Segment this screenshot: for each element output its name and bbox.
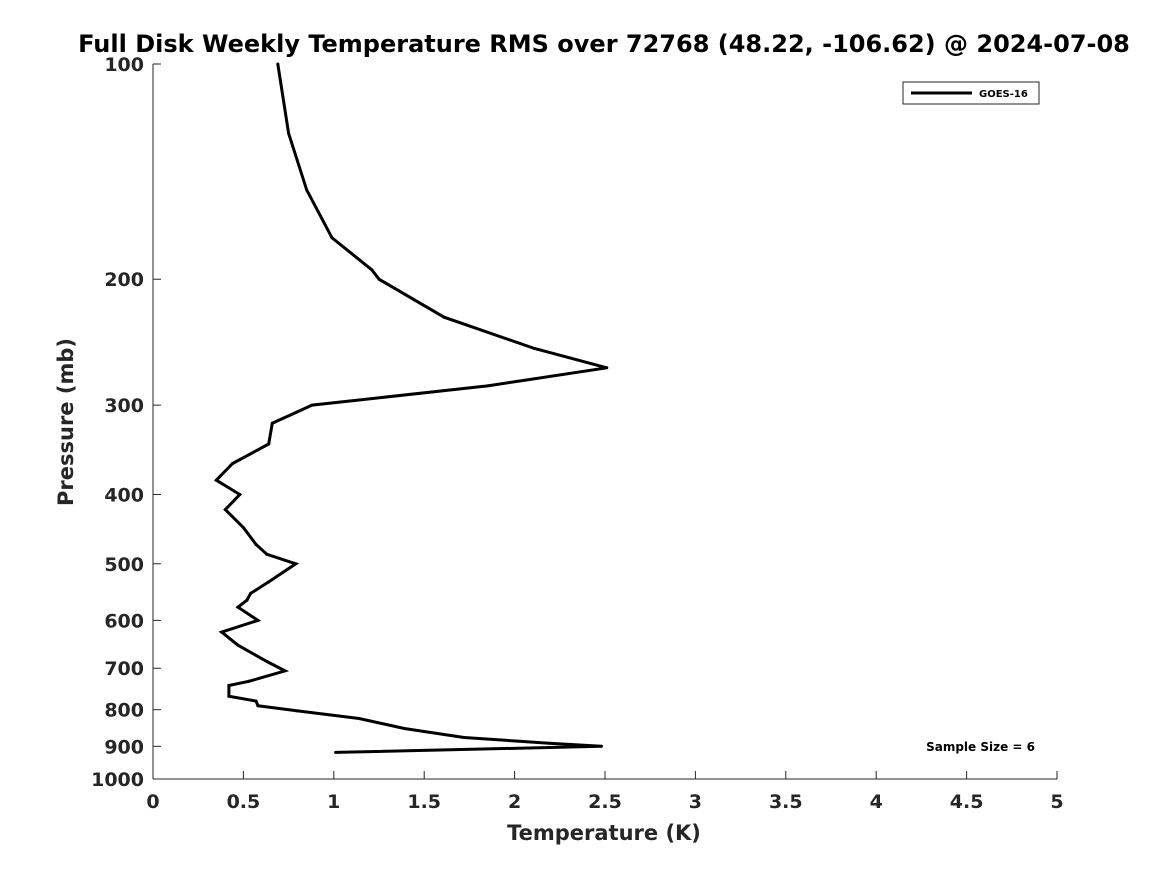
data-point-goes-16-13 <box>231 462 235 465</box>
series-line-goes-16 <box>213 63 608 754</box>
x-tick-label-1-5: 1.5 <box>407 791 441 813</box>
y-tick-label-900: 900 <box>104 736 144 758</box>
y-tick-label-300: 300 <box>104 395 144 417</box>
x-tick-label-1: 1 <box>327 791 340 813</box>
data-point-goes-16-0 <box>276 62 280 66</box>
data-point-goes-16-25 <box>256 618 260 622</box>
data-point-goes-16-4 <box>370 268 374 272</box>
x-tick-label-4-5: 4.5 <box>950 791 984 813</box>
data-point-goes-16-22 <box>249 591 253 595</box>
legend: GOES-16 <box>902 81 1040 105</box>
data-point-goes-16-41 <box>334 750 338 754</box>
data-point-goes-16-5 <box>377 277 381 281</box>
data-point-goes-16-15 <box>238 493 242 496</box>
data-point-goes-16-36 <box>357 717 361 720</box>
data-point-goes-16-9 <box>486 384 489 388</box>
x-tick-label-0: 0 <box>146 791 159 813</box>
x-axis-ticks: 0 0.5 1 1.5 2 2.5 3 3.5 4 4.5 5 <box>146 771 1064 813</box>
x-tick-label-2-5: 2.5 <box>588 791 622 813</box>
data-point-goes-16-17 <box>241 526 245 530</box>
data-point-goes-16-16 <box>223 508 227 512</box>
x-tick-label-3: 3 <box>689 791 702 813</box>
y-tick-label-500: 500 <box>104 554 144 576</box>
data-point-goes-16-24 <box>236 605 240 609</box>
data-point-goes-16-19 <box>265 552 269 556</box>
sample-size-annotation: Sample Size = 6 <box>926 740 1035 754</box>
data-point-goes-16-8 <box>605 366 609 370</box>
y-axis-ticks: 100 200 300 400 500 600 700 800 900 1000 <box>91 54 161 791</box>
data-point-goes-16-38 <box>462 736 466 739</box>
data-point-goes-16-32 <box>227 694 231 698</box>
data-point-goes-16-6 <box>442 315 446 319</box>
data-point-goes-16-3 <box>330 236 334 240</box>
data-point-goes-16-30 <box>247 679 251 683</box>
y-tick-label-400: 400 <box>104 484 144 506</box>
y-tick-label-800: 800 <box>104 700 144 722</box>
x-axis-label: Temperature (K) <box>507 821 701 845</box>
data-point-goes-16-28 <box>265 660 269 663</box>
data-point-goes-16-29 <box>283 669 287 673</box>
x-tick-label-2: 2 <box>508 791 521 813</box>
y-tick-label-100: 100 <box>104 54 144 76</box>
data-point-goes-16-31 <box>227 684 231 687</box>
data-point-goes-16-11 <box>270 421 274 425</box>
y-tick-label-700: 700 <box>104 658 144 680</box>
data-point-goes-16-20 <box>294 562 298 566</box>
data-point-goes-16-12 <box>267 442 271 446</box>
data-point-goes-16-33 <box>254 699 258 703</box>
x-tick-label-3-5: 3.5 <box>769 791 803 813</box>
data-point-goes-16-35 <box>296 709 300 713</box>
series-layer <box>213 62 609 754</box>
data-point-goes-16-7 <box>533 347 536 350</box>
y-tick-label-200: 200 <box>104 269 144 291</box>
x-tick-label-0-5: 0.5 <box>227 791 261 813</box>
data-point-goes-16-39 <box>547 741 551 745</box>
chart-title: Full Disk Weekly Temperature RMS over 72… <box>78 30 1130 58</box>
data-point-goes-16-40 <box>599 744 603 748</box>
data-point-goes-16-10 <box>310 403 314 407</box>
data-point-goes-16-14 <box>214 478 218 482</box>
data-point-goes-16-23 <box>245 598 249 602</box>
data-point-goes-16-27 <box>236 643 240 647</box>
data-point-goes-16-26 <box>220 630 224 634</box>
legend-label-goes-16: GOES-16 <box>979 89 1028 100</box>
x-tick-label-5: 5 <box>1050 791 1063 813</box>
data-point-goes-16-1 <box>287 131 291 135</box>
data-point-goes-16-34 <box>256 704 260 708</box>
y-axis-label: Pressure (mb) <box>54 338 78 506</box>
y-tick-label-1000: 1000 <box>91 769 144 791</box>
y-tick-label-600: 600 <box>104 610 144 632</box>
data-point-goes-16-21 <box>267 580 271 584</box>
x-tick-label-4: 4 <box>870 791 883 813</box>
data-point-goes-16-18 <box>254 543 258 546</box>
data-point-goes-16-2 <box>305 188 309 192</box>
data-point-goes-16-37 <box>402 727 406 730</box>
